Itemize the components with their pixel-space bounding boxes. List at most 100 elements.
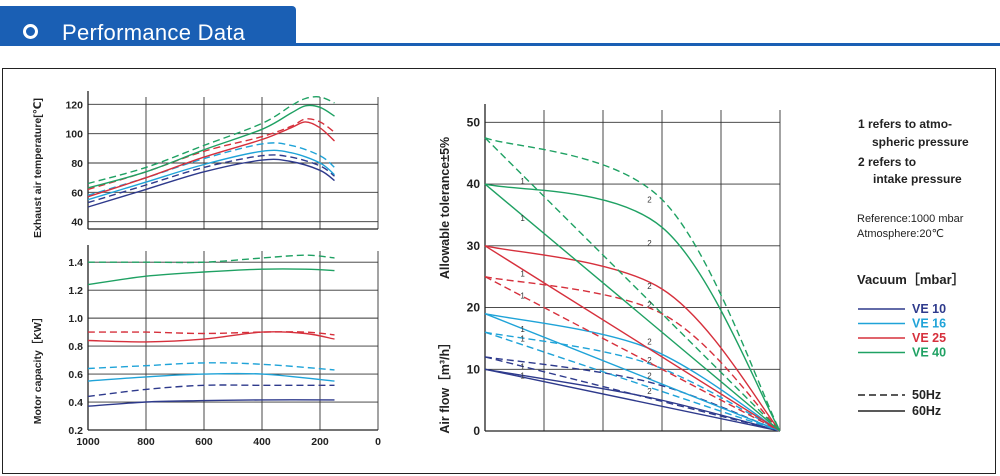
x-tick-label: 400 (253, 436, 271, 448)
series-line (484, 183, 781, 432)
legend-label: VE 25 (912, 331, 946, 345)
y-tick-label: 120 (65, 99, 83, 111)
air-flow-ylabel-bottom: Air flow［m³/h］ (437, 336, 452, 433)
series-line (87, 331, 335, 336)
y-tick-label: 40 (71, 217, 83, 229)
legend-title: Vacuum［mbar］ (857, 272, 965, 287)
y-tick-label: 100 (65, 129, 83, 141)
x-tick-label: 200 (311, 436, 329, 448)
y-tick-label: 80 (71, 158, 83, 170)
reference-line-1: Reference:1000 mbar (857, 213, 964, 225)
curve-annotation: 1 (520, 362, 525, 371)
curve-annotation: 1 (520, 334, 525, 343)
curve-annotation: 2 (647, 356, 652, 365)
y-tick-label: 0.6 (68, 369, 83, 381)
y-tick-label: 0.4 (68, 397, 83, 409)
note-1-line-1: 1 refers to atmo- (858, 117, 952, 131)
series-line (484, 245, 781, 432)
note-2-line-1: 2 refers to (858, 155, 916, 169)
legend-60hz-label: 60Hz (912, 404, 941, 418)
series-line (484, 183, 781, 432)
legend-label: VE 16 (912, 317, 946, 331)
section-header: Performance Data (0, 0, 1000, 50)
air-flow-chart: 0 10 20 30 40 50 1 2 1 2 1 2 1 2 1 2 1 2 1 2 1 2 (467, 104, 781, 438)
x-tick-label: 0 (375, 436, 381, 448)
series-line (87, 331, 335, 343)
y-tick-label: 10 (467, 362, 481, 376)
y-tick-label: 0.2 (68, 425, 83, 437)
series-line (87, 121, 335, 198)
page-title: Performance Data (62, 20, 246, 45)
note-2-line-2: intake pressure (873, 172, 962, 186)
series-line (87, 149, 335, 201)
series-line (484, 331, 781, 432)
series-line (88, 254, 335, 264)
curve-annotation: 2 (647, 387, 652, 396)
series-line (484, 245, 781, 432)
circle-icon (23, 24, 38, 39)
series-line (87, 268, 335, 286)
series-line (484, 368, 781, 432)
series-line (484, 313, 781, 432)
x-tick-label: 800 (137, 436, 155, 448)
series-line (484, 137, 781, 432)
curve-annotation: 1 (520, 214, 525, 223)
series-line (87, 158, 335, 208)
temperature-ylabel: Exhaust air temperature[℃] (32, 98, 44, 238)
y-tick-label: 40 (467, 177, 481, 191)
series-line (87, 399, 335, 407)
curve-annotation: 1 (520, 270, 525, 279)
series-line (87, 96, 335, 185)
series-line (87, 154, 335, 204)
header-underline (0, 43, 1000, 46)
legend-50hz-label: 50Hz (912, 388, 941, 402)
y-tick-label: 1.0 (68, 313, 83, 325)
legend-label: VE 40 (912, 346, 946, 360)
series-line (484, 276, 781, 432)
series-line (484, 356, 781, 432)
series-line (484, 331, 781, 432)
curve-annotation: 2 (647, 196, 652, 205)
y-tick-label: 20 (467, 301, 481, 315)
air-flow-ylabel-top: Allowable tolerance±5% (438, 137, 452, 279)
curve-annotation: 1 (520, 372, 525, 381)
reference: Reference:1000 mbar Atmosphere:20℃ (857, 213, 964, 240)
curve-annotation: 2 (647, 239, 652, 248)
series-line (484, 276, 781, 432)
temperature-chart: 40 60 80 100 120 (65, 91, 379, 230)
y-tick-label: 1.4 (68, 257, 83, 269)
y-tick-label: 50 (467, 115, 481, 129)
curve-annotation: 2 (647, 282, 652, 291)
series-line (484, 137, 781, 432)
curve-annotation: 2 (647, 338, 652, 347)
legend-label: VE 10 (912, 302, 946, 316)
motor-capacity-ylabel: Motor capacity［KW］ (31, 312, 44, 425)
x-tick-label: 600 (195, 436, 213, 448)
y-tick-label: 0.8 (68, 341, 83, 353)
curve-annotation: 2 (647, 301, 652, 310)
series-line (87, 372, 335, 382)
x-tick-label: 1000 (76, 436, 100, 448)
y-tick-label: 30 (467, 239, 481, 253)
y-tick-label: 1.2 (68, 285, 83, 297)
note-1-line-2: spheric pressure (872, 135, 969, 149)
curve-annotation: 1 (520, 177, 525, 186)
chart-frame (2, 68, 996, 474)
series-line (87, 362, 335, 371)
curve-annotation: 2 (647, 372, 652, 381)
motor-capacity-chart: 0.2 0.4 0.6 0.8 1.0 1.2 1.4 1000 800 600 400 200 0 (68, 245, 381, 448)
y-tick-label: 0 (473, 424, 480, 438)
series-line (87, 142, 335, 196)
y-tick-label: 60 (71, 187, 83, 199)
notes: 1 refers to atmo- spheric pressure 2 ref… (858, 117, 969, 186)
reference-line-2: Atmosphere:20℃ (857, 228, 944, 240)
section-tab: Performance Data (0, 6, 296, 45)
series-line (484, 356, 781, 432)
series-line (87, 118, 335, 191)
curve-annotation: 1 (520, 291, 525, 300)
series-line (87, 104, 335, 189)
series-line (87, 384, 335, 398)
curve-annotation: 1 (520, 325, 525, 334)
